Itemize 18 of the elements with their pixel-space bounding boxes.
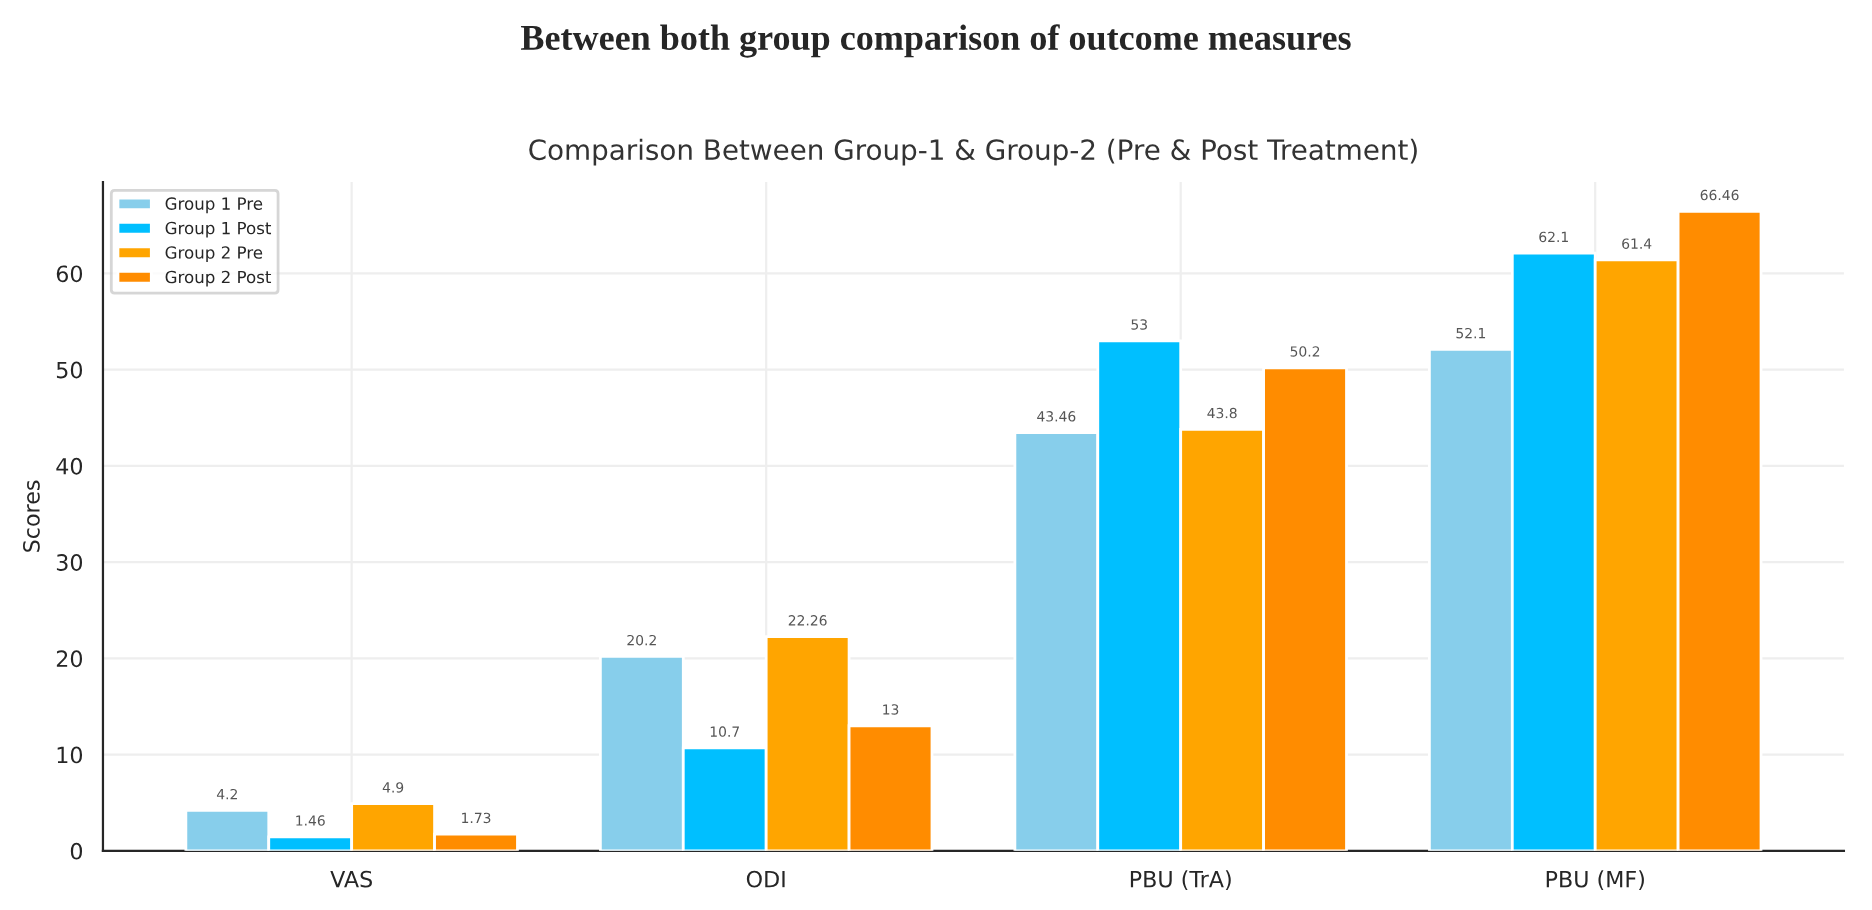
legend-label: Group 2 Pre	[165, 246, 263, 263]
chart-title: Between both group comparison of outcome measures	[520, 24, 1351, 58]
y-tick-label: 40	[56, 457, 83, 475]
legend-label: Group 1 Pre	[165, 197, 263, 214]
x-tick-label: PBU (TrA)	[1130, 870, 1231, 891]
y-tick-label: 10	[57, 746, 83, 764]
chart-subtitle: Comparison Between Group-1 & Group-2 (Pre & Post Treatment)	[529, 138, 1417, 166]
y-tick-label: 0	[70, 842, 83, 860]
x-tick-label: VAS	[330, 870, 372, 888]
y-tick-label: 30	[56, 554, 83, 571]
y-tick-label: 20	[56, 650, 83, 668]
x-tick-label: ODI	[746, 870, 785, 888]
legend-label: Group 2 Post	[165, 270, 272, 287]
x-tick-label: PBU (MF)	[1546, 870, 1644, 891]
y-tick-label: 50	[56, 361, 83, 379]
legend-label: Group 1 Post	[165, 221, 272, 238]
y-tick-label: 60	[56, 265, 83, 283]
y-axis-title: Scores	[23, 480, 40, 552]
